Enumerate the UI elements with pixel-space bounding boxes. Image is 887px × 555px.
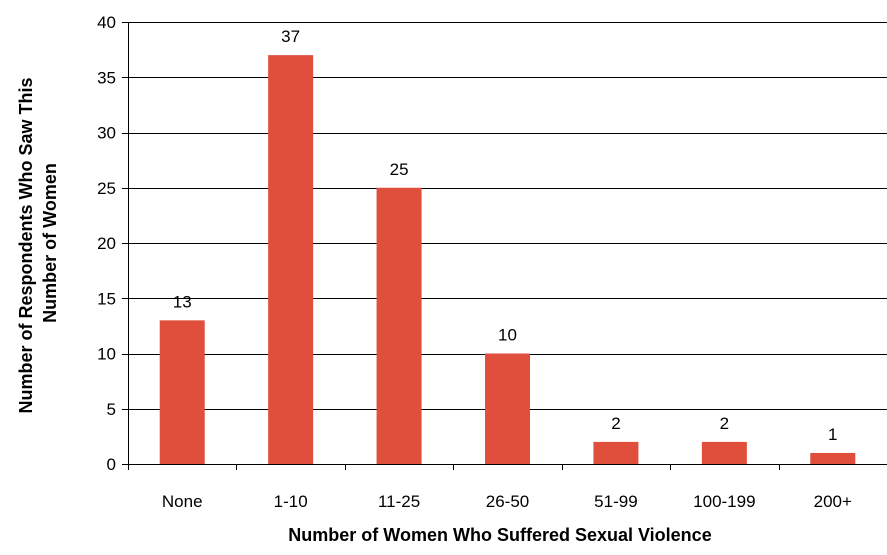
data-labels: 13 37 25 10 2 2 1	[173, 27, 838, 444]
y-axis-title: Number of Respondents Who Saw This Numbe…	[16, 72, 60, 413]
y-axis-title-line-2: Number of Women	[40, 163, 60, 323]
y-tick-label: 10	[97, 345, 116, 364]
y-tick-label: 25	[97, 179, 116, 198]
data-label: 2	[611, 414, 620, 433]
y-tick-label: 0	[107, 455, 116, 474]
bar	[593, 441, 639, 464]
x-tick-label: 51-99	[594, 492, 637, 511]
y-tick-label: 40	[97, 13, 116, 32]
axes	[128, 22, 887, 465]
y-tick-label: 30	[97, 124, 116, 143]
bar	[810, 452, 856, 464]
x-tick-label: None	[162, 492, 203, 511]
x-axis-title: Number of Women Who Suffered Sexual Viol…	[288, 525, 711, 545]
y-tick-label: 35	[97, 68, 116, 87]
bar	[268, 55, 314, 465]
bar	[485, 353, 530, 464]
gridlines	[128, 22, 887, 410]
x-tick-label: 100-199	[693, 492, 755, 511]
data-label: 2	[720, 414, 729, 433]
y-tick-label: 20	[97, 234, 116, 253]
x-tick-label: 26-50	[486, 492, 529, 511]
y-tick-label: 15	[97, 289, 116, 308]
x-tick-label: 11-25	[378, 492, 420, 511]
data-label: 37	[281, 27, 300, 46]
bar	[376, 187, 422, 464]
y-axis-title-line-1: Number of Respondents Who Saw This	[16, 78, 36, 414]
y-tick-label: 5	[107, 400, 116, 419]
x-tick-label: 1-10	[274, 492, 308, 511]
ticks: 0 5 10 15 20 25 30 35 40 None 1-10 11-25 26-50 51-99 1…	[97, 13, 852, 511]
bar	[701, 441, 747, 464]
data-label: 10	[498, 326, 517, 345]
x-tick-label: 200+	[814, 492, 852, 511]
data-label: 13	[173, 292, 192, 311]
bar	[159, 320, 205, 464]
data-label: 1	[828, 425, 837, 444]
bars	[159, 55, 856, 465]
data-label: 25	[390, 160, 409, 179]
